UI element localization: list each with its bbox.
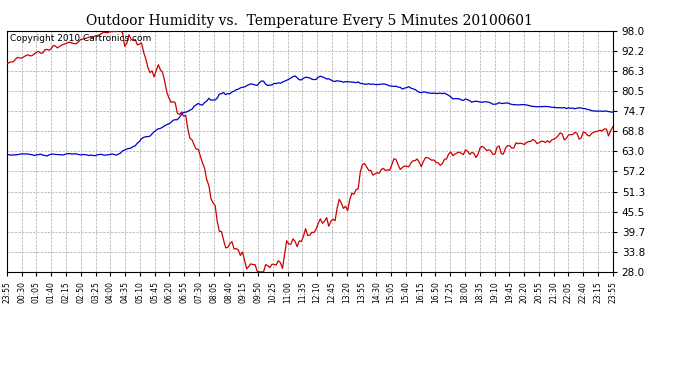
Text: Copyright 2010 Cartronics.com: Copyright 2010 Cartronics.com (10, 34, 151, 44)
Title: Outdoor Humidity vs.  Temperature Every 5 Minutes 20100601: Outdoor Humidity vs. Temperature Every 5… (86, 14, 533, 28)
